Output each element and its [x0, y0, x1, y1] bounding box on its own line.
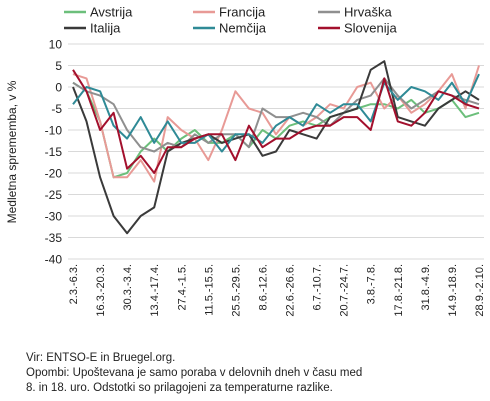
series-line-hrvaška — [72, 77, 480, 153]
y-tick-label: -10 — [45, 124, 63, 138]
legend: Avstrija Francija Hrvaška Italija Nemčija Slo… — [64, 5, 398, 36]
legend-label: Hrvaška — [344, 5, 392, 20]
y-tick-label: -40 — [45, 253, 63, 267]
series-line-italija — [72, 60, 480, 235]
legend-label: Slovenija — [344, 21, 398, 36]
y-tick-label: -20 — [45, 167, 63, 181]
x-tick-label: 31.8.-4.9. — [420, 264, 432, 310]
y-tick-label: -15 — [45, 145, 63, 159]
legend-label: Francija — [219, 5, 266, 20]
notes-line: 8. in 18. uro. Odstotki so prilagojeni z… — [26, 382, 333, 394]
y-tick-label: -5 — [51, 102, 62, 116]
y-tick-label: -25 — [45, 188, 63, 202]
x-tick-label: 16.3.-20.3. — [95, 264, 107, 317]
x-tick-label: 22.6.-26.6. — [285, 264, 297, 317]
x-tick-label: 28.9.-2.10. — [474, 264, 486, 317]
gridlines — [68, 43, 484, 260]
x-tick-label: 25.5.-29.5. — [230, 264, 242, 317]
y-tick-label: 10 — [49, 38, 63, 52]
source-line: Vir: ENTSO-E in Bruegel.org. — [26, 352, 176, 364]
x-tick-label: 17.8.-21.8. — [393, 264, 405, 317]
x-tick-label: 13.4.-17.4. — [149, 264, 161, 317]
x-tick-label: 8.6.-12.6. — [257, 264, 269, 310]
x-tick-label: 20.7.-24.7. — [339, 264, 351, 317]
notes-line: Opombi: Upoštevana je samo poraba v delo… — [26, 367, 363, 379]
x-tick-label: 30.3.-3.4. — [122, 264, 134, 310]
x-tick-label: 6.7.-10.7. — [312, 264, 324, 310]
y-tick-label: -35 — [45, 231, 63, 245]
line-chart: Avstrija Francija Hrvaška Italija Nemčija Slo… — [5, 5, 486, 317]
x-tick-label: 14.9.-18.9. — [447, 264, 459, 317]
series-line-slovenija — [72, 69, 480, 174]
legend-label: Italija — [90, 21, 121, 36]
y-axis-ticks: -40 -35 -30 -25 -20 -15 -10 -5 0 5 10 — [45, 38, 63, 267]
y-axis-label: Medletna sprememba, v % — [5, 80, 19, 223]
x-tick-label: 27.4.-1.5. — [176, 264, 188, 310]
series-line-nemčija — [72, 73, 480, 153]
x-tick-label: 2.3.-6.3. — [68, 264, 80, 304]
legend-label: Nemčija — [219, 21, 267, 36]
y-tick-label: -30 — [45, 210, 63, 224]
x-axis-ticks: 2.3.-6.3. 16.3.-20.3. 30.3.-3.4. 13.4.-17.4… — [68, 264, 486, 317]
x-tick-label: 11.5.-15.5. — [203, 264, 215, 316]
x-tick-label: 3.8.-7.8. — [366, 264, 378, 304]
y-tick-label: 5 — [55, 59, 62, 73]
y-tick-label: 0 — [55, 81, 62, 95]
source-note: Vir: ENTSO-E in Bruegel.org. Opombi: Upo… — [26, 351, 486, 396]
series-line-francija — [72, 65, 480, 183]
series-lines — [72, 60, 480, 235]
legend-label: Avstrija — [90, 5, 133, 20]
